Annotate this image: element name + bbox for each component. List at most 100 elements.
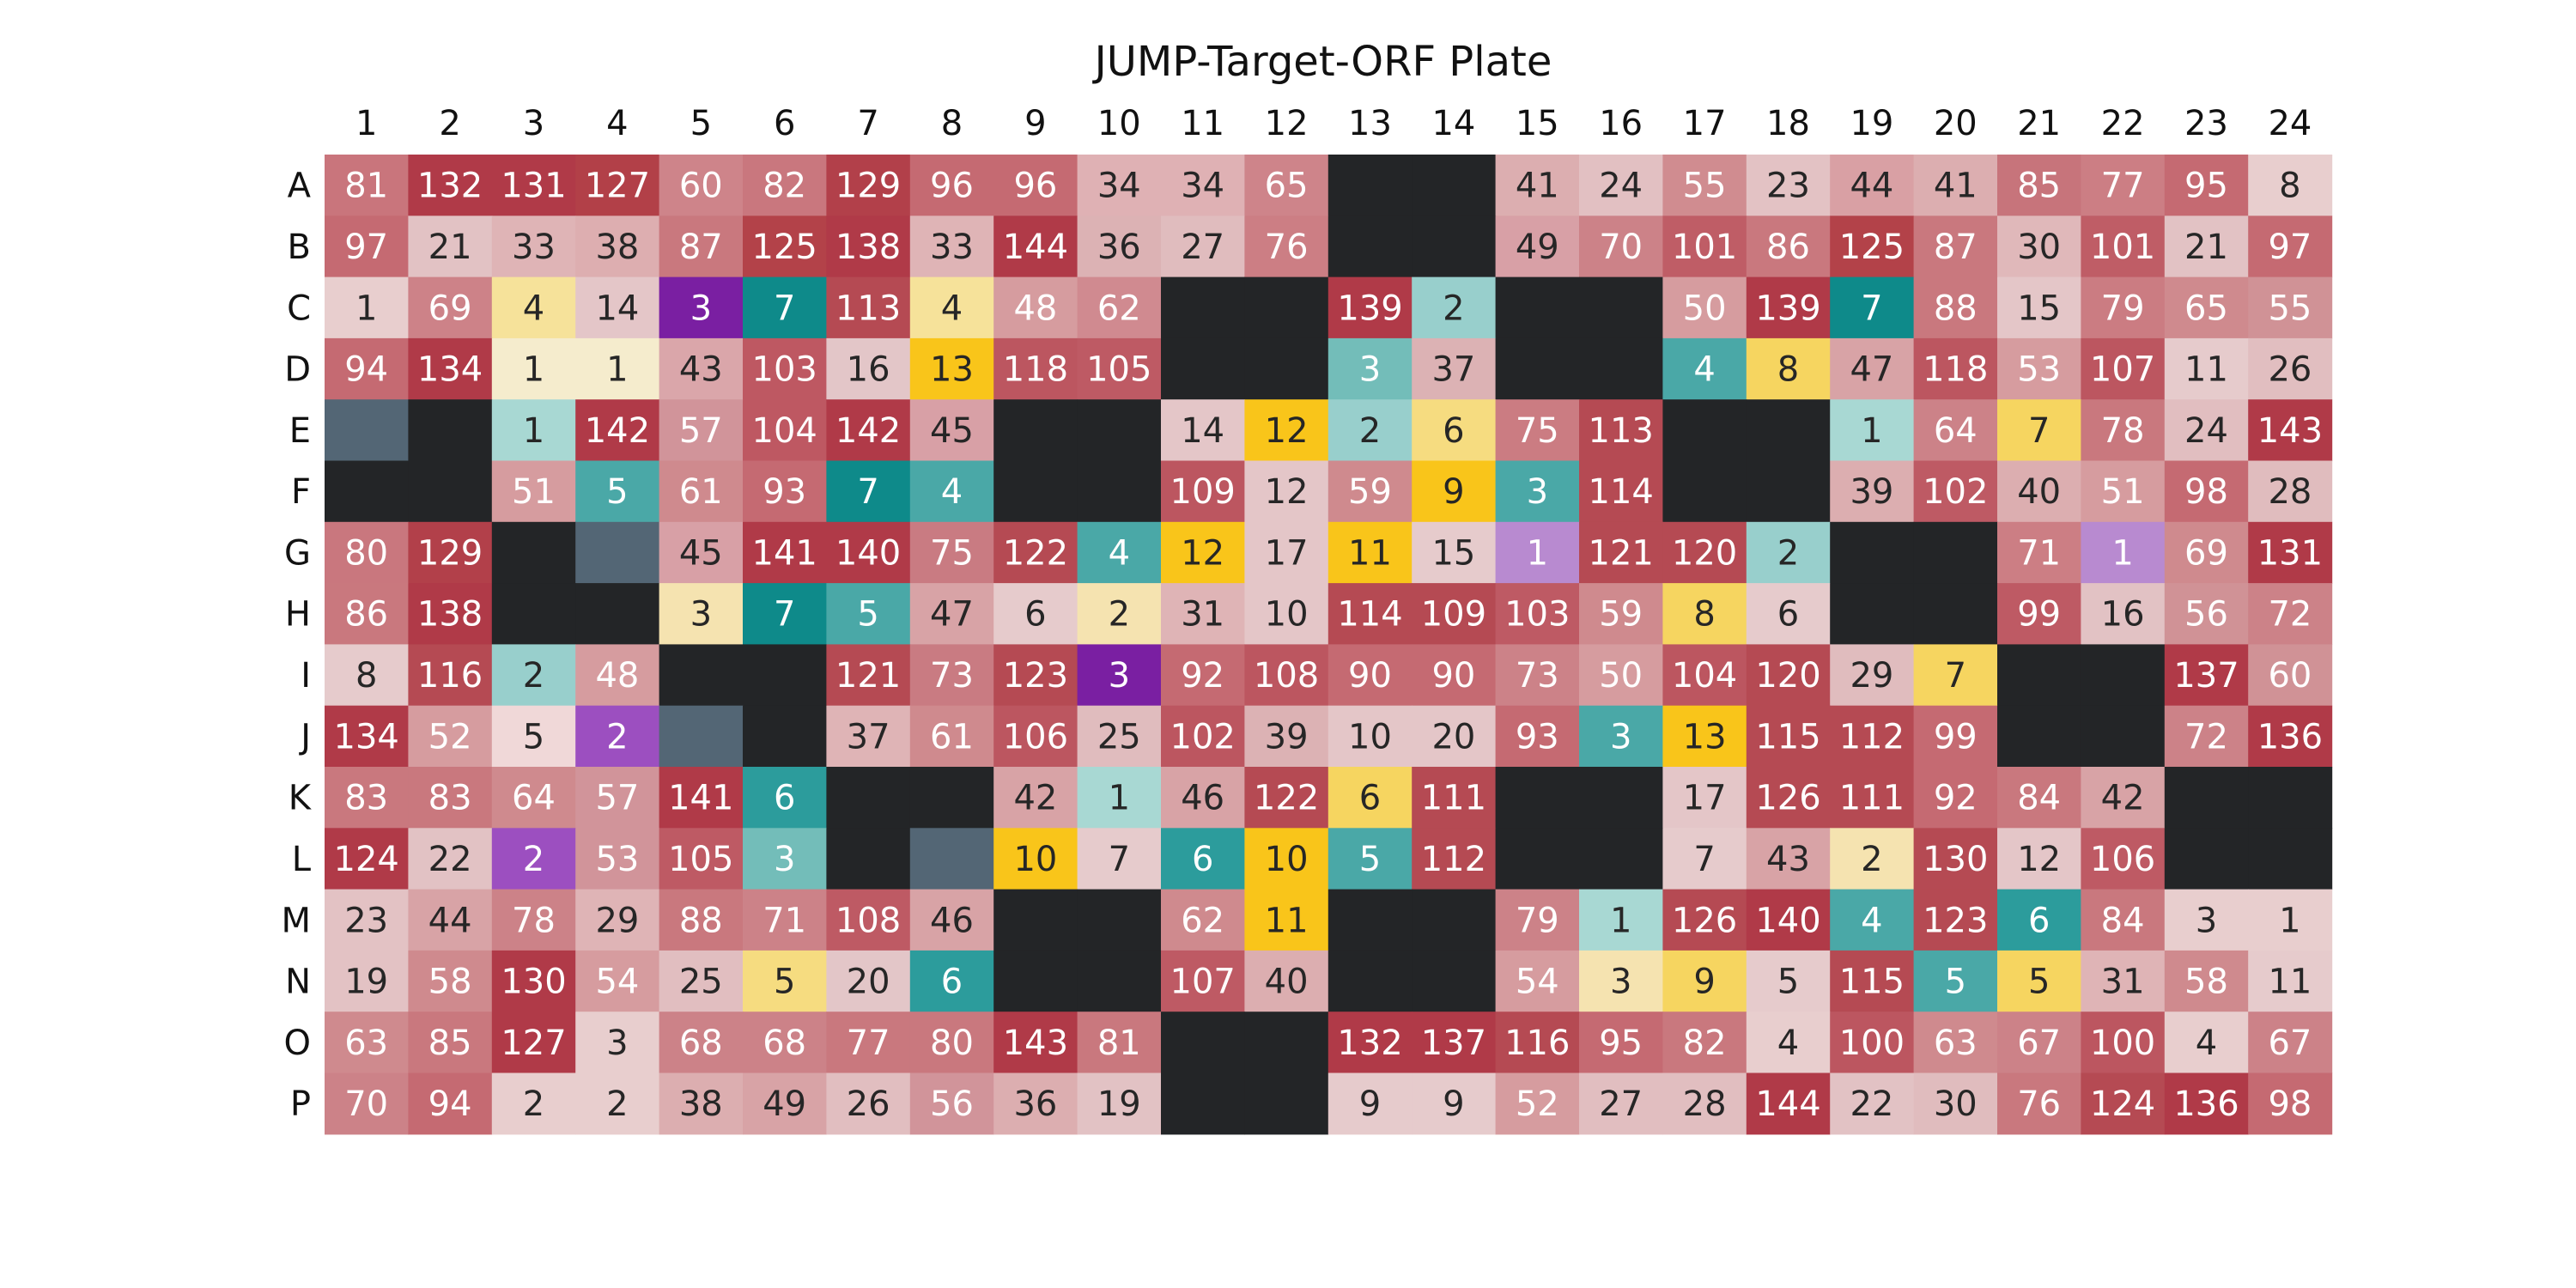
well-value-C22: 79 xyxy=(2101,289,2145,328)
well-B17 xyxy=(1662,216,1747,278)
well-J10 xyxy=(1077,705,1162,768)
column-label-20: 20 xyxy=(1934,104,1978,143)
row-label-N: N xyxy=(285,963,311,1002)
well-J13 xyxy=(1327,705,1413,768)
well-F8 xyxy=(909,460,994,523)
well-L9 xyxy=(993,828,1078,890)
well-L2 xyxy=(408,828,493,890)
well-I5 xyxy=(659,644,744,707)
well-J20 xyxy=(1913,705,1998,768)
well-G22 xyxy=(2081,521,2166,584)
well-value-J7: 37 xyxy=(847,717,890,756)
well-value-N19: 115 xyxy=(1839,963,1905,1002)
well-value-I12: 108 xyxy=(1254,656,1319,696)
well-value-N12: 40 xyxy=(1265,963,1309,1002)
well-O10 xyxy=(1077,1012,1162,1074)
well-value-C19: 7 xyxy=(1861,289,1882,328)
well-O18 xyxy=(1746,1012,1831,1074)
well-value-P23: 136 xyxy=(2173,1084,2239,1124)
well-value-H17: 8 xyxy=(1693,595,1715,635)
well-value-D14: 37 xyxy=(1431,350,1475,390)
well-value-P14: 9 xyxy=(1443,1084,1464,1124)
well-value-G2: 129 xyxy=(417,533,483,573)
well-value-P24: 98 xyxy=(2268,1084,2312,1124)
well-P4 xyxy=(575,1072,660,1135)
well-I1 xyxy=(325,644,409,707)
well-value-C14: 2 xyxy=(1443,289,1464,328)
well-H22 xyxy=(2081,583,2166,645)
well-G15 xyxy=(1495,521,1580,584)
well-value-G14: 15 xyxy=(1431,533,1475,573)
well-L12 xyxy=(1244,828,1329,890)
well-value-B24: 97 xyxy=(2268,228,2312,267)
well-value-I11: 92 xyxy=(1181,656,1224,696)
well-M12 xyxy=(1244,889,1329,951)
well-C18 xyxy=(1746,276,1831,339)
well-value-D18: 8 xyxy=(1777,350,1799,390)
well-F2 xyxy=(408,460,493,523)
well-C22 xyxy=(2081,276,2166,339)
well-P16 xyxy=(1579,1072,1663,1135)
well-A6 xyxy=(743,155,827,216)
well-H15 xyxy=(1495,583,1580,645)
well-value-N8: 6 xyxy=(941,963,963,1002)
well-value-C2: 69 xyxy=(428,289,472,328)
well-P3 xyxy=(491,1072,576,1135)
well-I8 xyxy=(909,644,994,707)
well-value-D24: 26 xyxy=(2268,350,2312,390)
well-value-F8: 4 xyxy=(941,472,963,512)
well-value-H8: 47 xyxy=(930,595,974,635)
well-B12 xyxy=(1244,216,1329,278)
well-B4 xyxy=(575,216,660,278)
well-value-K9: 42 xyxy=(1013,779,1057,818)
well-value-H1: 86 xyxy=(344,595,388,635)
well-J7 xyxy=(826,705,911,768)
well-N10 xyxy=(1077,950,1162,1012)
well-I24 xyxy=(2248,644,2333,707)
well-value-C5: 3 xyxy=(690,289,712,328)
well-O17 xyxy=(1662,1012,1747,1074)
well-A19 xyxy=(1830,155,1915,216)
well-value-H16: 59 xyxy=(1599,595,1643,635)
well-F10 xyxy=(1077,460,1162,523)
well-C13 xyxy=(1327,276,1413,339)
well-N17 xyxy=(1662,950,1747,1012)
well-K12 xyxy=(1244,767,1329,829)
well-value-P8: 56 xyxy=(930,1084,974,1124)
well-K14 xyxy=(1412,767,1497,829)
well-value-A4: 127 xyxy=(585,167,650,206)
well-A13 xyxy=(1327,155,1413,216)
well-F6 xyxy=(743,460,827,523)
well-C15 xyxy=(1495,276,1580,339)
well-value-A2: 132 xyxy=(417,167,483,206)
well-I14 xyxy=(1412,644,1497,707)
well-value-L22: 106 xyxy=(2090,840,2155,879)
well-K9 xyxy=(993,767,1078,829)
well-value-J1: 134 xyxy=(334,717,399,756)
well-value-P13: 9 xyxy=(1359,1084,1381,1124)
well-value-I17: 104 xyxy=(1672,656,1737,696)
well-value-O4: 3 xyxy=(606,1024,628,1063)
well-C2 xyxy=(408,276,493,339)
well-F14 xyxy=(1412,460,1497,523)
well-H18 xyxy=(1746,583,1831,645)
well-I20 xyxy=(1913,644,1998,707)
well-I22 xyxy=(2081,644,2166,707)
well-L8 xyxy=(909,828,994,890)
well-value-G17: 120 xyxy=(1672,533,1737,573)
well-D22 xyxy=(2081,337,2166,400)
well-H14 xyxy=(1412,583,1497,645)
well-C4 xyxy=(575,276,660,339)
well-value-O23: 4 xyxy=(2196,1024,2217,1063)
well-C14 xyxy=(1412,276,1497,339)
well-E24 xyxy=(2248,399,2333,462)
well-value-F19: 39 xyxy=(1850,472,1893,512)
column-label-13: 13 xyxy=(1348,104,1392,143)
well-P11 xyxy=(1161,1072,1245,1135)
well-A1 xyxy=(325,155,409,216)
well-value-A17: 55 xyxy=(1683,167,1727,206)
well-N5 xyxy=(659,950,744,1012)
well-G17 xyxy=(1662,521,1747,584)
well-value-F21: 40 xyxy=(2017,472,2061,512)
well-F23 xyxy=(2164,460,2249,523)
